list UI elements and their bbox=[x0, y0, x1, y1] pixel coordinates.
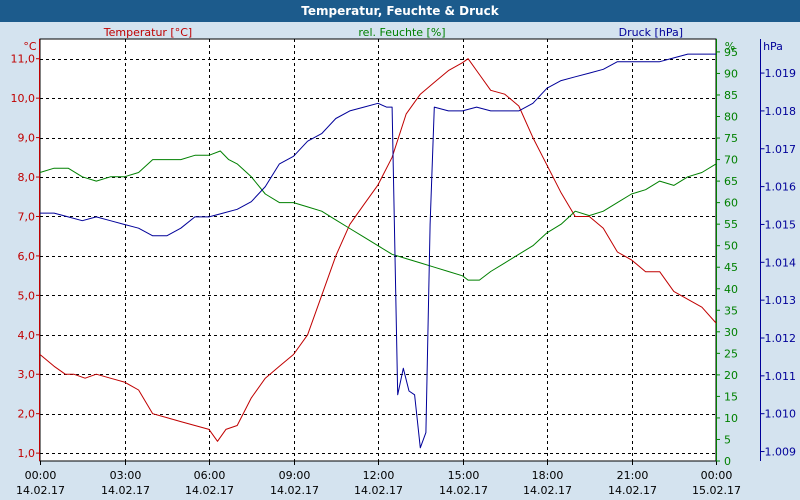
humidity-tick-label: 90 bbox=[724, 67, 738, 80]
temperature-series-line bbox=[39, 58, 717, 442]
humidity-tick-label: 20 bbox=[724, 369, 738, 382]
humidity-tick-label: 85 bbox=[724, 89, 738, 102]
x-tick-label-time: 06:00 bbox=[194, 469, 226, 482]
humidity-tick-label: 5 bbox=[724, 433, 731, 446]
humidity-tick-label: 15 bbox=[724, 390, 738, 403]
x-tick-label-time: 09:00 bbox=[279, 469, 311, 482]
temperature-unit-label: °C bbox=[23, 40, 37, 53]
temperature-tick-label: 8,0 bbox=[18, 171, 36, 184]
pressure-tick-label: 1.010 bbox=[765, 408, 797, 421]
pressure-unit-label: hPa bbox=[763, 40, 783, 53]
temperature-tick-label: 7,0 bbox=[18, 210, 36, 223]
pressure-series-line bbox=[40, 53, 716, 449]
pressure-tick-label: 1.019 bbox=[765, 67, 797, 80]
x-tick-label-date: 15.02.17 bbox=[692, 484, 741, 497]
humidity-unit-label: % bbox=[725, 40, 735, 53]
x-tick-label-time: 00:00 bbox=[25, 469, 57, 482]
humidity-tick-label: 70 bbox=[724, 154, 738, 167]
humidity-tick-label: 80 bbox=[724, 111, 738, 124]
temperature-tick-label: 6,0 bbox=[18, 250, 36, 263]
humidity-tick-label: 35 bbox=[724, 304, 738, 317]
x-tick-label-time: 03:00 bbox=[110, 469, 142, 482]
x-tick-label-date: 14.02.17 bbox=[608, 484, 657, 497]
chart-title: Temperatur, Feuchte & Druck bbox=[0, 0, 800, 22]
humidity-tick-label: 75 bbox=[724, 132, 738, 145]
pressure-tick-label: 1.017 bbox=[765, 143, 797, 156]
x-tick-label-time: 00:00 bbox=[701, 469, 733, 482]
x-tick-label-date: 14.02.17 bbox=[439, 484, 488, 497]
humidity-tick-label: 50 bbox=[724, 240, 738, 253]
x-tick-label-date: 14.02.17 bbox=[101, 484, 150, 497]
pressure-tick-label: 1.011 bbox=[765, 370, 797, 383]
pressure-legend-label: Druck [hPa] bbox=[619, 26, 683, 39]
temperature-tick-label: 9,0 bbox=[18, 132, 36, 145]
humidity-tick-label: 95 bbox=[724, 46, 738, 59]
x-tick-label-time: 21:00 bbox=[617, 469, 649, 482]
pressure-tick-label: 1.012 bbox=[765, 332, 797, 345]
pressure-tick-label: 1.013 bbox=[765, 294, 797, 307]
humidity-legend-label: rel. Feuchte [%] bbox=[358, 26, 445, 39]
humidity-tick-label: 0 bbox=[724, 455, 731, 468]
humidity-series-line bbox=[39, 150, 717, 281]
pressure-tick-label: 1.009 bbox=[765, 446, 797, 459]
temperature-tick-label: 10,0 bbox=[11, 92, 36, 105]
x-tick-label-date: 14.02.17 bbox=[185, 484, 234, 497]
x-tick-label-date: 14.02.17 bbox=[270, 484, 319, 497]
temperature-tick-label: 11,0 bbox=[11, 53, 36, 66]
humidity-tick-label: 30 bbox=[724, 326, 738, 339]
temperature-tick-label: 1,0 bbox=[18, 447, 36, 460]
humidity-tick-label: 55 bbox=[724, 218, 738, 231]
x-tick-label-date: 14.02.17 bbox=[523, 484, 572, 497]
pressure-tick-label: 1.015 bbox=[765, 218, 797, 231]
temperature-tick-label: 5,0 bbox=[18, 289, 36, 302]
x-tick-label-date: 14.02.17 bbox=[16, 484, 65, 497]
humidity-tick-label: 10 bbox=[724, 412, 738, 425]
x-tick-label-time: 15:00 bbox=[448, 469, 480, 482]
pressure-tick-label: 1.016 bbox=[765, 181, 797, 194]
pressure-tick-label: 1.018 bbox=[765, 105, 797, 118]
humidity-tick-label: 65 bbox=[724, 175, 738, 188]
temperature-tick-label: 3,0 bbox=[18, 368, 36, 381]
temperature-tick-label: 2,0 bbox=[18, 408, 36, 421]
temperature-legend-label: Temperatur [°C] bbox=[103, 26, 192, 39]
x-tick-label-date: 14.02.17 bbox=[354, 484, 403, 497]
humidity-tick-label: 60 bbox=[724, 197, 738, 210]
humidity-tick-label: 40 bbox=[724, 283, 738, 296]
temperature-tick-label: 4,0 bbox=[18, 329, 36, 342]
humidity-tick-label: 25 bbox=[724, 347, 738, 360]
x-tick-label-time: 12:00 bbox=[363, 469, 395, 482]
x-tick-label-time: 18:00 bbox=[532, 469, 564, 482]
humidity-tick-label: 45 bbox=[724, 261, 738, 274]
pressure-tick-label: 1.014 bbox=[765, 256, 797, 269]
